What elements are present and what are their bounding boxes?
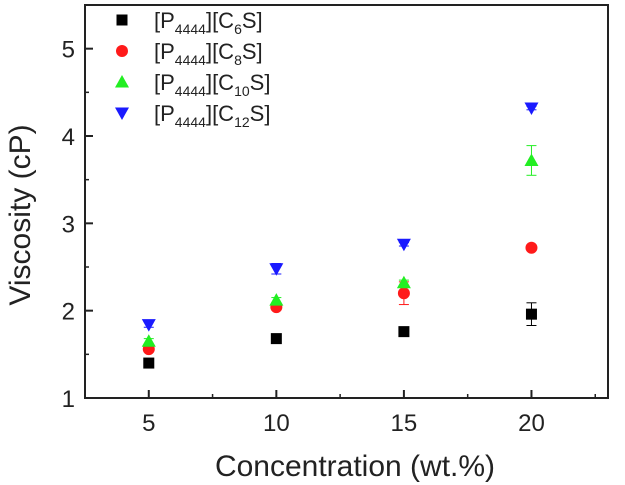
data-point bbox=[269, 293, 284, 306]
x-tick-label: 15 bbox=[391, 410, 418, 437]
data-point bbox=[270, 333, 282, 345]
legend-item-2: [P4444][C8S] bbox=[116, 39, 263, 68]
axes-layer: 5 10 15 20 1 2 3 4 5 bbox=[62, 4, 609, 437]
data-point bbox=[396, 275, 411, 289]
data-point bbox=[141, 334, 156, 347]
y-tick-label: 2 bbox=[62, 299, 75, 326]
series-1 bbox=[143, 302, 537, 369]
y-axis-title: Viscosity (cP) bbox=[4, 124, 37, 305]
x-axis-title: Concentration (wt.%) bbox=[215, 450, 495, 483]
x-tick-label: 5 bbox=[142, 410, 155, 437]
y-tick-label: 3 bbox=[62, 211, 75, 238]
legend-label: [P4444][C8S] bbox=[154, 39, 263, 68]
legend-marker bbox=[116, 14, 128, 26]
legend-item-4: [P4444][C12S] bbox=[115, 101, 270, 130]
data-point bbox=[143, 357, 155, 369]
data-point bbox=[524, 102, 539, 116]
legend: [P4444][C6S][P4444][C8S][P4444][C10S][P4… bbox=[115, 8, 270, 130]
legend-label: [P4444][C12S] bbox=[154, 101, 270, 130]
data-point bbox=[141, 319, 156, 332]
data-point bbox=[397, 287, 410, 300]
series-4 bbox=[141, 102, 539, 332]
data-point bbox=[398, 326, 410, 338]
x-tick-label: 20 bbox=[518, 410, 545, 437]
legend-marker bbox=[115, 107, 129, 120]
y-tick-label: 5 bbox=[62, 37, 75, 64]
legend-item-3: [P4444][C10S] bbox=[115, 70, 270, 99]
series-2 bbox=[142, 241, 538, 356]
y-tick-label: 1 bbox=[62, 386, 75, 413]
data-marks bbox=[141, 102, 539, 369]
y-tick-label: 4 bbox=[62, 124, 75, 151]
series-3 bbox=[141, 145, 539, 347]
legend-label: [P4444][C10S] bbox=[154, 70, 270, 99]
plot-frame bbox=[84, 4, 609, 399]
data-point bbox=[525, 241, 538, 254]
legend-item-1: [P4444][C6S] bbox=[116, 8, 263, 37]
data-point bbox=[524, 153, 539, 166]
legend-marker bbox=[115, 75, 129, 88]
legend-label: [P4444][C6S] bbox=[154, 8, 263, 37]
legend-marker bbox=[116, 45, 128, 57]
data-point bbox=[525, 308, 537, 320]
data-point bbox=[269, 263, 284, 276]
data-point bbox=[396, 238, 411, 252]
x-tick-label: 10 bbox=[263, 410, 290, 437]
